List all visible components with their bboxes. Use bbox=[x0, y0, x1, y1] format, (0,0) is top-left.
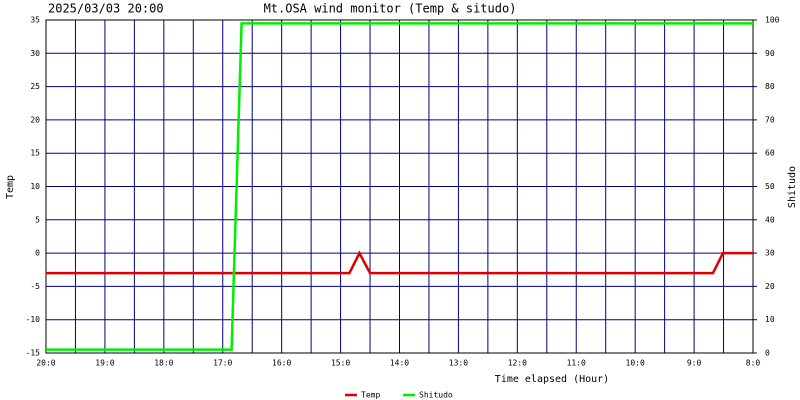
y-tick-label: 0 bbox=[35, 249, 40, 258]
y2-tick-label: 90 bbox=[765, 49, 775, 58]
y2-axis-label: Shitudo bbox=[787, 166, 798, 208]
x-tick-label: 18:0 bbox=[154, 359, 173, 368]
legend-label: Shitudo bbox=[419, 391, 453, 400]
x-tick-label: 19:0 bbox=[95, 359, 114, 368]
y-tick-label: -5 bbox=[30, 282, 40, 291]
y2-tick-label: 20 bbox=[765, 282, 775, 291]
y2-tick-label: 40 bbox=[765, 215, 775, 224]
x-tick-label: 8:0 bbox=[746, 359, 761, 368]
plot-border bbox=[45, 19, 754, 354]
y-axis-label: Temp bbox=[5, 175, 16, 199]
y2-tick-label: 100 bbox=[765, 16, 780, 25]
y-tick-label: 25 bbox=[30, 82, 40, 91]
x-tick-label: 14:0 bbox=[390, 359, 409, 368]
x-tick-label: 15:0 bbox=[331, 359, 350, 368]
x-tick-label: 17:0 bbox=[213, 359, 232, 368]
y2-tick-label: 60 bbox=[765, 149, 775, 158]
y2-tick-label: 70 bbox=[765, 115, 775, 124]
y2-tick-label: 0 bbox=[765, 349, 770, 358]
series-line bbox=[46, 250, 753, 275]
y-tick-label: 20 bbox=[30, 115, 40, 124]
x-tick-label: 10:0 bbox=[626, 359, 645, 368]
x-tick-label: 11:0 bbox=[567, 359, 586, 368]
y2-tick-label: 10 bbox=[765, 315, 775, 324]
y-tick-label: 10 bbox=[30, 182, 40, 191]
chart-title: Mt.OSA wind monitor (Temp & situdo) bbox=[264, 2, 517, 16]
y2-tick-label: 50 bbox=[765, 182, 775, 191]
chart-subtitle: 2025/03/03 20:00 bbox=[48, 2, 164, 16]
y2-tick-label: 80 bbox=[765, 82, 775, 91]
series-line bbox=[46, 22, 753, 351]
x-tick-label: 12:0 bbox=[508, 359, 527, 368]
x-tick-label: 9:0 bbox=[687, 359, 702, 368]
y-tick-label: 30 bbox=[30, 49, 40, 58]
x-tick-label: 20:0 bbox=[36, 359, 55, 368]
y2-tick-label: 30 bbox=[765, 249, 775, 258]
y-tick-label: 35 bbox=[30, 16, 40, 25]
y-tick-label: 15 bbox=[30, 149, 40, 158]
x-axis-label: Time elapsed (Hour) bbox=[495, 374, 609, 385]
legend-label: Temp bbox=[361, 391, 380, 400]
x-tick-label: 13:0 bbox=[449, 359, 468, 368]
y-tick-label: -15 bbox=[26, 349, 41, 358]
y-tick-label: 5 bbox=[35, 215, 40, 224]
x-tick-label: 16:0 bbox=[272, 359, 291, 368]
y-tick-label: -10 bbox=[26, 315, 41, 324]
